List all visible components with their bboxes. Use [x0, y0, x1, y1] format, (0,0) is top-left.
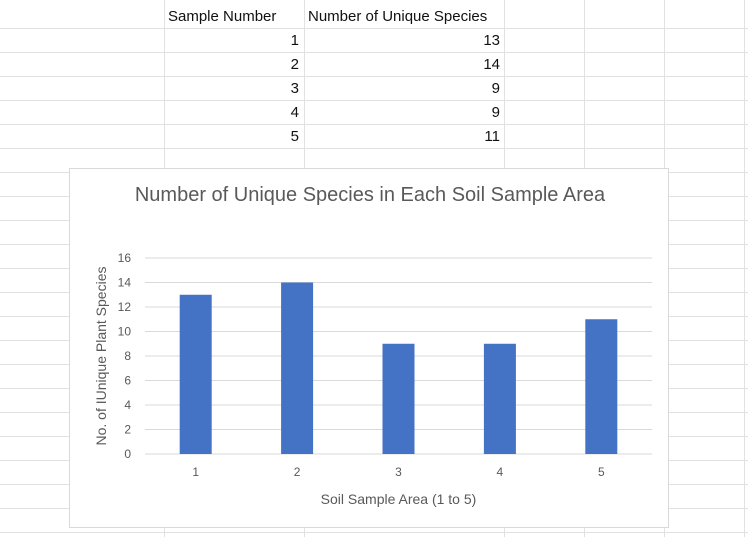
row-divider: [0, 76, 748, 77]
cell-sample-number[interactable]: 3: [290, 80, 299, 97]
y-tick-label: 10: [118, 325, 132, 339]
y-tick-label: 14: [118, 276, 132, 290]
row-divider: [0, 532, 748, 533]
bar-chart[interactable]: 0 2 4 6 8 10 12 14 16 1 2 3 4 5 Soil Sample Area (1 to…: [69, 168, 669, 528]
bar[interactable]: [179, 294, 212, 454]
x-tick-label: 4: [497, 465, 504, 479]
cell-species-count[interactable]: 13: [483, 32, 500, 49]
cell-species-count[interactable]: 11: [484, 128, 500, 145]
y-tick-label: 2: [124, 423, 131, 437]
row-divider: [0, 100, 748, 101]
cell-sample-number[interactable]: 5: [290, 128, 299, 145]
row-divider: [0, 52, 748, 53]
bar[interactable]: [382, 343, 415, 454]
cell-sample-number[interactable]: 2: [290, 56, 299, 73]
y-axis-title[interactable]: No. of IUnique Plant Species: [93, 267, 109, 446]
bar[interactable]: [281, 282, 314, 455]
y-tick-label: 0: [124, 447, 131, 461]
cell-species-count[interactable]: 9: [491, 80, 500, 97]
x-axis-title[interactable]: Soil Sample Area (1 to 5): [321, 491, 477, 507]
cell-species-count[interactable]: 14: [483, 56, 500, 73]
y-tick-label: 12: [118, 300, 132, 314]
cell-sample-number[interactable]: 1: [290, 32, 299, 49]
y-tick-label: 4: [124, 398, 131, 412]
x-tick-label: 3: [395, 465, 402, 479]
header-cell-sample-number[interactable]: Sample Number: [168, 8, 277, 25]
bar[interactable]: [483, 343, 516, 454]
cell-sample-number[interactable]: 4: [290, 104, 299, 121]
chart-title[interactable]: Number of Unique Species in Each Soil Sa…: [134, 184, 606, 206]
header-cell-unique-species[interactable]: Number of Unique Species: [308, 8, 488, 25]
row-divider: [0, 28, 748, 29]
row-divider: [0, 148, 748, 149]
x-tick-label: 5: [598, 465, 605, 479]
x-tick-label: 1: [192, 465, 199, 479]
y-tick-label: 16: [118, 251, 132, 265]
x-tick-label: 2: [294, 465, 301, 479]
y-tick-label: 6: [124, 374, 131, 388]
row-divider: [0, 124, 748, 125]
y-tick-label: 8: [124, 349, 131, 363]
cell-species-count[interactable]: 9: [491, 104, 500, 121]
bar[interactable]: [585, 319, 618, 454]
